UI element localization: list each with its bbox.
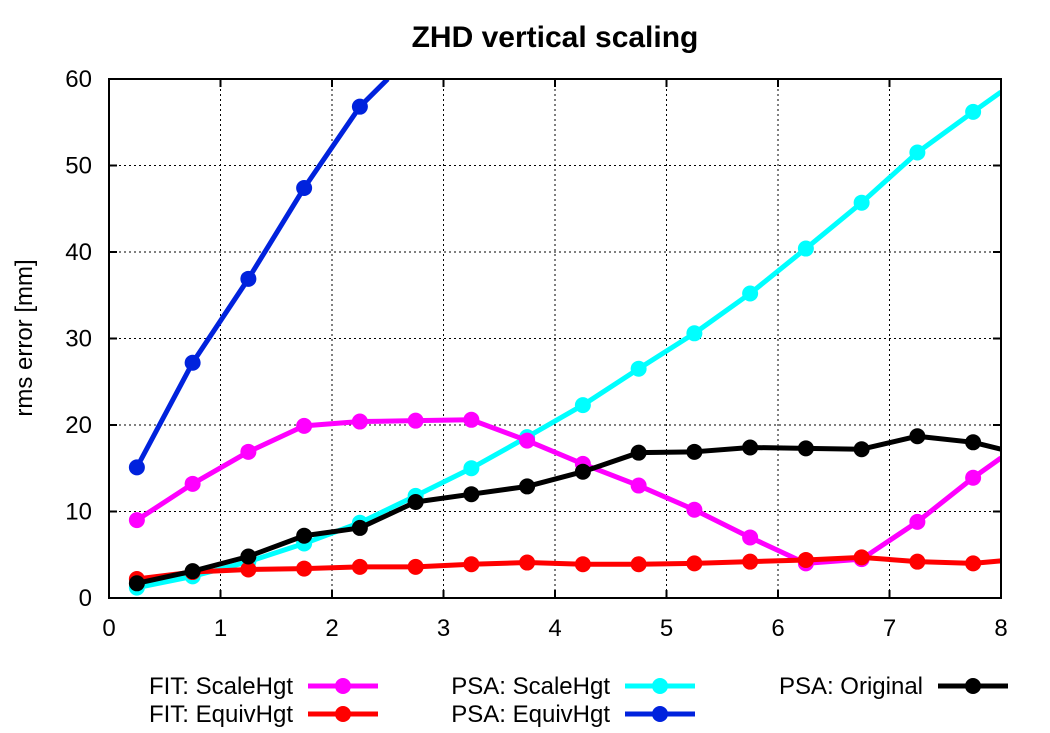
data-point-psa-scalehgt [742,285,759,302]
y-tick-label: 40 [65,239,92,266]
data-point-fit-scalehgt [630,477,647,494]
data-point-psa-scalehgt [463,460,480,477]
data-point-fit-scalehgt [463,411,480,428]
data-point-fit-equivhgt [296,560,313,577]
data-point-fit-scalehgt [965,469,982,486]
x-tick-label: 5 [660,615,673,642]
series-line-psa-scalehgt [136,89,1001,591]
legend-swatch-marker-psa-original [965,678,981,694]
data-point-psa-original [574,463,591,480]
data-point-psa-equivhgt [296,179,313,196]
data-point-psa-original [519,478,536,495]
x-tick-label: 2 [325,615,338,642]
data-point-psa-original [630,444,647,461]
data-point-psa-equivhgt [128,459,145,476]
legend-label-fit-equivhgt: FIT: EquivHgt [149,701,293,728]
legend-swatch-marker-psa-scalehgt [652,678,668,694]
series-line-fit-equivhgt [136,554,1001,582]
data-point-fit-scalehgt [184,475,201,492]
y-tick-label: 60 [65,66,92,93]
legend-swatch-marker-psa-equivhgt [652,706,668,722]
y-tick-label: 50 [65,153,92,180]
data-point-fit-scalehgt [742,529,759,546]
y-axis-label: rms error [mm] [11,259,38,416]
data-point-psa-equivhgt [351,98,368,115]
data-point-fit-scalehgt [351,413,368,430]
y-axis-ticks: 0 10 20 30 40 50 60 [65,66,1001,612]
series-lines [128,79,1001,596]
x-tick-label: 3 [437,615,450,642]
x-tick-label: 6 [771,615,784,642]
data-point-fit-equivhgt [965,555,982,572]
series-line-fit-scalehgt [135,417,1001,566]
data-point-psa-scalehgt [965,103,982,120]
data-point-fit-scalehgt [909,513,926,530]
data-point-fit-equivhgt [519,554,536,571]
data-point-fit-equivhgt [797,551,814,568]
data-point-fit-equivhgt [742,553,759,570]
legend-label-psa-equivhgt: PSA: EquivHgt [451,701,610,728]
data-point-psa-original [909,428,926,445]
data-point-psa-original [184,563,201,580]
data-point-psa-original [128,575,145,592]
legend-swatch-marker-fit-equivhgt [335,706,351,722]
data-point-fit-equivhgt [909,553,926,570]
y-tick-label: 20 [65,412,92,439]
data-point-psa-equivhgt [184,354,201,371]
data-point-psa-original [240,548,257,565]
data-point-psa-original [463,486,480,503]
x-tick-label: 4 [548,615,561,642]
data-point-psa-scalehgt [853,194,870,211]
data-point-psa-scalehgt [574,397,591,414]
data-point-psa-original [853,441,870,458]
data-point-fit-equivhgt [853,549,870,566]
data-point-psa-equivhgt [240,270,257,287]
x-tick-label: 8 [994,615,1007,642]
data-point-psa-scalehgt [909,144,926,161]
data-point-psa-scalehgt [630,360,647,377]
data-point-fit-equivhgt [463,556,480,573]
data-point-psa-original [351,519,368,536]
data-point-psa-original [797,440,814,457]
data-point-psa-original [686,443,703,460]
legend-label-psa-scalehgt: PSA: ScaleHgt [451,673,610,700]
y-tick-label: 10 [65,499,92,526]
data-point-fit-equivhgt [240,561,257,578]
data-point-fit-equivhgt [686,555,703,572]
x-tick-label: 0 [102,615,115,642]
data-point-fit-equivhgt [574,556,591,573]
data-point-psa-original [296,527,313,544]
data-point-fit-equivhgt [351,558,368,575]
data-point-fit-equivhgt [630,556,647,573]
series-line-psa-equivhgt [134,79,390,469]
data-point-psa-scalehgt [797,240,814,257]
y-tick-label: 0 [79,585,92,612]
data-point-fit-scalehgt [240,443,257,460]
data-point-fit-scalehgt [128,512,145,529]
data-point-fit-scalehgt [407,412,424,429]
y-tick-label: 30 [65,326,92,353]
legend-label-fit-scalehgt: FIT: ScaleHgt [149,673,293,700]
x-tick-label: 1 [214,615,227,642]
x-axis-ticks: 0 1 2 3 4 5 6 7 8 [102,79,1008,642]
data-point-psa-original [407,493,424,510]
data-point-psa-original [965,434,982,451]
chart-title: ZHD vertical scaling [412,21,699,54]
data-point-fit-scalehgt [686,501,703,518]
data-point-fit-equivhgt [407,558,424,575]
data-point-psa-original [742,439,759,456]
data-point-psa-scalehgt [686,325,703,342]
grid-lines [109,79,1001,598]
legend-label-psa-original: PSA: Original [779,673,923,700]
x-tick-label: 7 [883,615,896,642]
data-point-fit-scalehgt [296,417,313,434]
legend-swatch-marker-fit-scalehgt [335,678,351,694]
data-point-fit-scalehgt [519,432,536,449]
